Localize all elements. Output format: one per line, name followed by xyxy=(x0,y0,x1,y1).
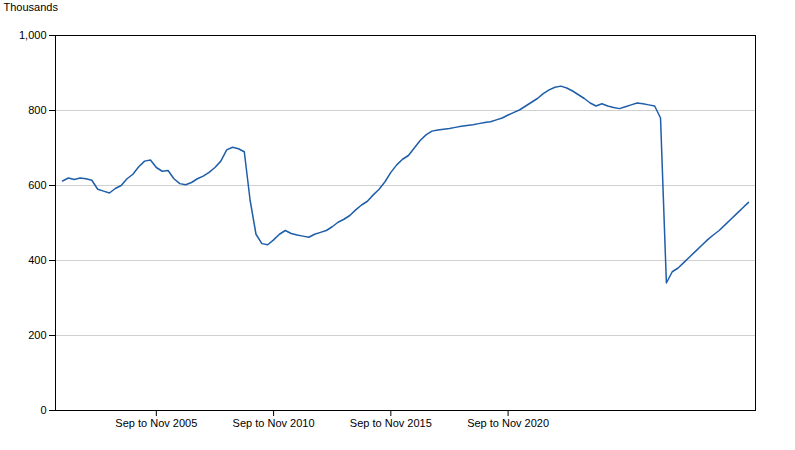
svg-text:Sep to Nov 2010: Sep to Nov 2010 xyxy=(233,417,315,429)
svg-text:400: 400 xyxy=(28,254,46,266)
svg-text:200: 200 xyxy=(28,329,46,341)
svg-text:Thousands: Thousands xyxy=(4,1,59,13)
svg-text:Sep to Nov 2020: Sep to Nov 2020 xyxy=(467,417,549,429)
svg-text:0: 0 xyxy=(40,404,46,416)
svg-text:1,000: 1,000 xyxy=(19,29,47,41)
svg-text:800: 800 xyxy=(28,104,46,116)
svg-text:Sep to Nov 2015: Sep to Nov 2015 xyxy=(350,417,432,429)
svg-text:Sep to Nov 2005: Sep to Nov 2005 xyxy=(115,417,197,429)
svg-text:600: 600 xyxy=(28,179,46,191)
